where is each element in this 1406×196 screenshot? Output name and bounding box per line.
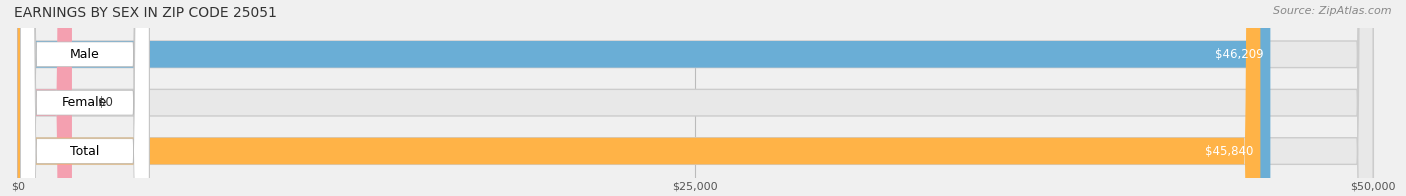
FancyBboxPatch shape: [18, 0, 1374, 196]
FancyBboxPatch shape: [18, 0, 1271, 196]
Text: Female: Female: [62, 96, 107, 109]
Text: $46,209: $46,209: [1215, 48, 1264, 61]
FancyBboxPatch shape: [21, 0, 149, 196]
FancyBboxPatch shape: [21, 0, 149, 196]
FancyBboxPatch shape: [18, 0, 1374, 196]
Text: Source: ZipAtlas.com: Source: ZipAtlas.com: [1274, 6, 1392, 16]
Text: $0: $0: [98, 96, 114, 109]
Text: $45,840: $45,840: [1205, 145, 1254, 158]
FancyBboxPatch shape: [18, 0, 1374, 196]
FancyBboxPatch shape: [18, 0, 72, 196]
FancyBboxPatch shape: [21, 0, 149, 196]
FancyBboxPatch shape: [18, 0, 1260, 196]
Text: Total: Total: [70, 145, 100, 158]
Text: EARNINGS BY SEX IN ZIP CODE 25051: EARNINGS BY SEX IN ZIP CODE 25051: [14, 6, 277, 20]
Text: Male: Male: [70, 48, 100, 61]
